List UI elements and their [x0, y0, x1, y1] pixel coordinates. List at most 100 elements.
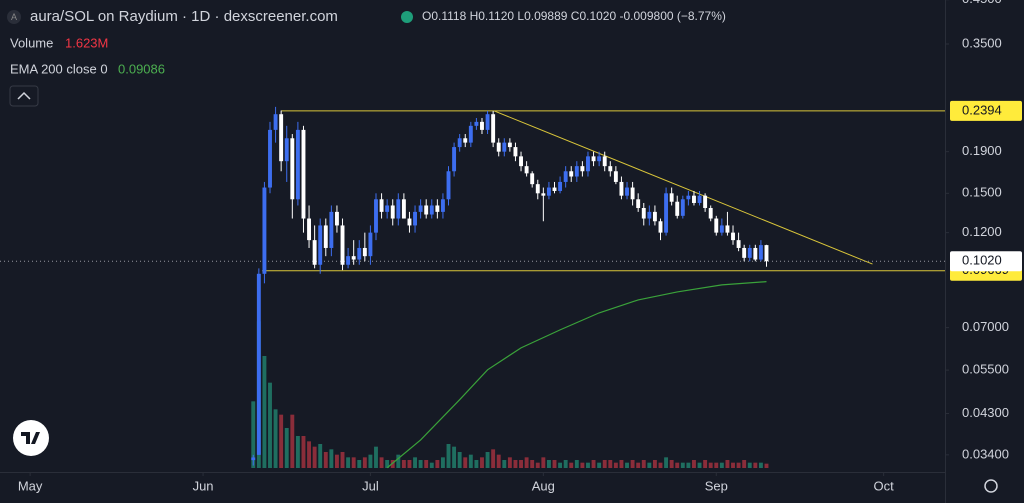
candle-body — [764, 245, 769, 262]
candle-body — [669, 193, 674, 202]
volume-bar — [480, 457, 484, 468]
candle-body — [329, 211, 334, 248]
volume-bar — [636, 462, 641, 468]
candle-body — [636, 199, 641, 209]
ema-line — [386, 281, 767, 469]
token-icon — [7, 10, 21, 24]
candle-body — [351, 256, 356, 260]
x-tick-label: Oct — [874, 478, 895, 493]
candle-body — [625, 187, 629, 196]
tv-logo[interactable] — [13, 420, 49, 456]
volume-bar — [413, 457, 417, 468]
x-tick-label: Jun — [193, 478, 214, 493]
candle-body — [435, 205, 440, 212]
volume-legend-name: Volume — [10, 35, 53, 50]
volume-bar — [563, 460, 568, 468]
volume-bar — [457, 452, 462, 468]
volume-bar — [424, 460, 429, 468]
volume-bar — [407, 460, 412, 468]
volume-bar — [686, 462, 691, 468]
volume-bar — [574, 460, 579, 468]
candle-body — [457, 138, 462, 148]
volume-bar — [747, 462, 752, 468]
candle-body — [530, 173, 535, 185]
volume-bar — [468, 454, 473, 468]
volume-bar — [558, 462, 563, 468]
volume-bar — [401, 460, 406, 468]
volume-bar — [318, 444, 323, 468]
settings-icon[interactable] — [984, 479, 998, 493]
collapse-icon — [17, 91, 31, 100]
volume-bar — [652, 460, 657, 468]
candle-body — [379, 199, 384, 212]
volume-bar — [279, 414, 284, 468]
volume-bar — [329, 449, 334, 468]
candle-body — [708, 208, 713, 219]
volume-bar — [323, 452, 328, 468]
candle-body — [279, 114, 284, 162]
level-price-box — [950, 100, 1022, 121]
volume-bar — [703, 460, 708, 468]
candle-body — [714, 218, 719, 233]
volume-bar — [295, 436, 300, 468]
volume-bar — [312, 446, 317, 468]
candle-body — [747, 247, 752, 258]
candle-body — [719, 225, 724, 233]
candle-body — [418, 205, 423, 212]
candle-body — [256, 273, 261, 455]
status-dot — [401, 11, 413, 23]
candle-body — [758, 245, 763, 260]
volume-bar — [262, 356, 267, 468]
candle-body — [602, 156, 607, 167]
volume-bar — [625, 462, 629, 468]
volume-bar — [669, 460, 674, 468]
candle-body — [558, 181, 563, 191]
volume-bar — [362, 457, 367, 468]
candle-body — [474, 121, 479, 126]
volume-bar — [708, 462, 713, 468]
candle-body — [725, 225, 730, 233]
ema-legend-name: EMA 200 close 0 — [10, 61, 108, 76]
x-tick-label: May — [18, 478, 43, 493]
ohlc-values: O0.1118 H0.1120 L0.09889 C0.1020 -0.0098… — [422, 9, 726, 23]
candle-body — [273, 114, 278, 130]
candle-body — [630, 187, 635, 200]
volume-bar — [374, 446, 378, 468]
candle-body — [513, 147, 518, 157]
collapse-button[interactable] — [9, 85, 39, 107]
volume-bar — [284, 428, 289, 468]
candle-body — [429, 205, 434, 215]
y-tick-label: 0.05500 — [962, 362, 1009, 377]
volume-bar — [340, 452, 345, 468]
candle-body — [569, 171, 574, 177]
y-tick-label: 0.07000 — [962, 319, 1009, 334]
volume-bar — [334, 454, 339, 468]
y-tick-label: 0.4500 — [962, 0, 1002, 6]
candle-body — [357, 247, 362, 260]
candle-body — [675, 201, 680, 216]
candle-body — [284, 138, 289, 162]
volume-bar — [613, 462, 618, 468]
volume-bar — [753, 462, 758, 468]
volume-bar — [440, 457, 445, 468]
volume-bar — [463, 457, 468, 468]
candle-body — [563, 171, 568, 182]
volume-bar — [385, 460, 390, 468]
volume-bar — [725, 460, 730, 468]
candle-body — [452, 147, 457, 172]
volume-bar — [519, 460, 523, 468]
candle-body — [368, 232, 373, 257]
candle-body — [652, 211, 657, 222]
volume-bar — [307, 441, 312, 468]
candle-body — [664, 193, 669, 233]
volume-bar — [429, 462, 434, 468]
volume-bar — [379, 457, 384, 468]
candle-body — [307, 218, 312, 241]
volume-bar — [580, 462, 585, 468]
candle-body — [608, 166, 613, 172]
candle-body — [597, 156, 602, 162]
candle-body — [362, 247, 367, 257]
volume-bar — [731, 462, 735, 468]
candle-body — [686, 195, 691, 200]
candle-body — [346, 256, 351, 265]
